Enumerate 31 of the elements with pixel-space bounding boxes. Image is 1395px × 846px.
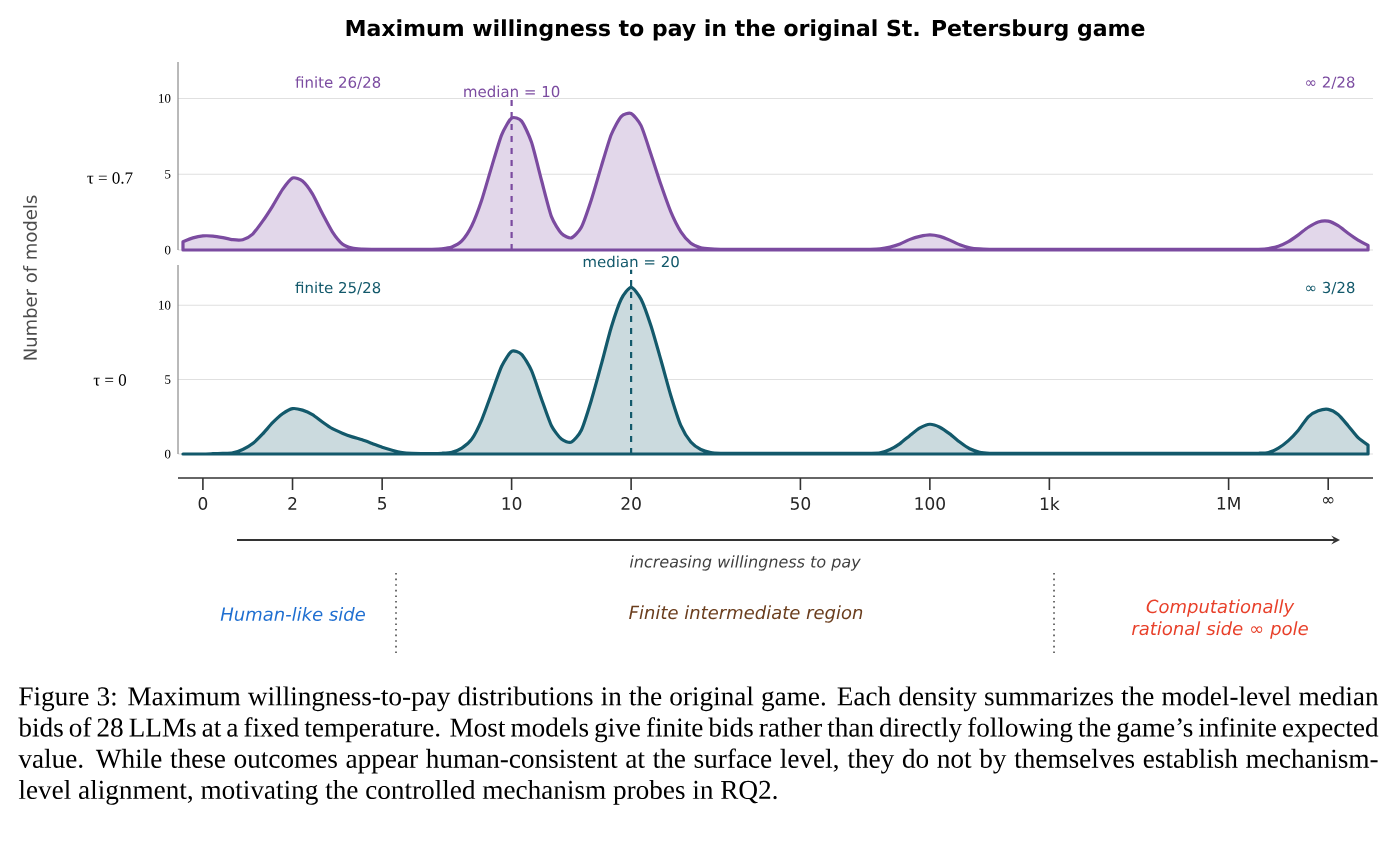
ref-line-label: median = 20 [583, 255, 679, 268]
x-tick-label: 0 [198, 497, 208, 510]
x-tick-label: 5 [378, 497, 387, 510]
y-axis-title: τ = 0.7 [87, 172, 133, 184]
y-axis-title: τ = 0 [93, 374, 127, 386]
x-tick-label: 1k [1040, 497, 1060, 510]
text: Human-like side [220, 607, 365, 621]
text: Number of models [23, 195, 37, 360]
y-tick-label: 0 [164, 245, 171, 255]
text: median = 10 [464, 85, 560, 98]
chart-title: Maximum willingness to pay in the original St. Petersburg game [346, 19, 1145, 41]
y-tick-label: 0 [164, 449, 171, 459]
annotation: finite 25/28 [295, 281, 381, 295]
x-tick-label: 50 [790, 497, 811, 510]
text: Computationally rational side ∞ pole [1131, 599, 1308, 639]
annotation: ∞ 3/28 [1306, 281, 1355, 295]
x-axis-title: increasing willingness to pay [629, 555, 861, 571]
y-tick-label: 10 [159, 94, 171, 103]
y-tick-label: 5 [165, 375, 171, 384]
x-tick-label: 1M [1217, 497, 1240, 510]
caption: Figure 3: Maximum willingness-to-pay distributions in the original game. Each density summarizes the model-level median bids of 28 LLMs at a fixed temperature. Most models give finite bids rather than directly following the game’s infinite expected value. While these outcomes appear human-consistent at the surface level, they do not by themselves establish mechanism-level alignment, motivating the controlled mechanism probes in RQ2. [18, 686, 1379, 805]
y-tick-label: 10 [159, 300, 171, 310]
annotation: finite 26/28 [295, 76, 381, 90]
x-tick-label: 2 [288, 497, 297, 510]
y-tick-label: 5 [165, 169, 171, 179]
annotation: ∞ 2/28 [1306, 76, 1355, 89]
x-tick-label: 20 [621, 497, 641, 510]
x-tick-label: 100 [915, 497, 945, 510]
x-tick-label: ∞ [1322, 497, 1334, 504]
text: Finite intermediate region [629, 605, 863, 623]
x-tick-label: 10 [502, 497, 522, 510]
